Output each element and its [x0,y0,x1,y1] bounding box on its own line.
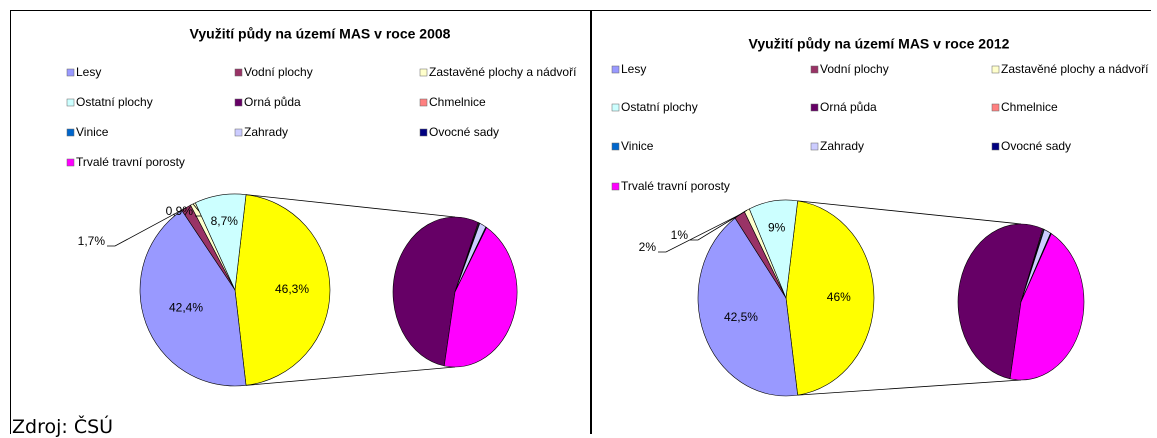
legend-swatch [991,103,1000,112]
legend-label: Lesy [621,62,646,76]
secondary-pie-slice [392,216,479,367]
legend-swatch [611,103,620,112]
secondary-pie-slice [957,223,1044,380]
pie-slice [697,217,798,397]
chart-title: Využití půdy na území MAS v roce 2012 [749,36,1010,52]
legend-label: Ostatní plochy [76,95,153,109]
leader-line [107,207,187,247]
leader-line [690,209,748,241]
legend-swatch [810,65,819,74]
legend-swatch [611,182,620,191]
legend-swatch [611,142,620,151]
legend-label: Chmelnice [429,95,486,109]
legend-label: Zastavěné plochy a nádvoří [429,65,577,79]
legend-label: Zastavěné plochy a nádvoří [1001,62,1149,76]
legend-swatch [234,68,243,77]
legend-swatch [611,65,620,74]
panel-border [10,10,591,434]
legend-label: Vodní plochy [820,62,889,76]
data-label: 0,9% [166,204,194,218]
leader-line [658,214,740,253]
legend-label: Zahrady [820,139,864,153]
legend-swatch [991,142,1000,151]
secondary-pie-slice [1009,233,1085,381]
data-label: 9% [768,220,786,234]
data-label: 46,3% [275,282,309,296]
legend-label: Vodní plochy [244,65,313,79]
data-label: 42,4% [169,301,203,315]
source-note: Zdroj: ČSÚ [12,416,114,438]
legend-label: Chmelnice [1001,100,1058,114]
legend-swatch [810,142,819,151]
data-label: 2% [639,240,657,254]
legend-swatch [810,103,819,112]
connector-line [797,200,1022,225]
legend-swatch [66,158,75,167]
pie-slice-other [234,194,331,386]
legend-swatch [991,65,1000,74]
legend-label: Ovocné sady [429,125,499,139]
legend-swatch [419,98,428,107]
pie-slice [139,210,247,387]
legend-label: Orná půda [244,95,301,109]
legend-swatch [66,128,75,137]
data-label: 8,7% [211,214,239,228]
chart-title: Využití půdy na území MAS v roce 2008 [190,26,451,42]
legend-label: Zahrady [244,125,288,139]
data-label: 42,5% [724,310,758,324]
connector-line [797,379,1022,396]
legend-label: Ovocné sady [1001,139,1071,153]
data-label: 1% [671,228,689,242]
pie-slice [748,199,798,300]
pie-slice [194,193,247,292]
data-label: 1,7% [78,234,106,248]
legend-label: Vinice [621,139,654,153]
legend-label: Ostatní plochy [621,100,698,114]
legend-label: Trvalé travní porosty [76,155,185,169]
legend-label: Orná půda [820,100,877,114]
connector-line [245,194,456,218]
chart-panel: Využití půdy na území MAS v roce 2008 Les… [10,10,591,434]
legend-label: Trvalé travní porosty [621,179,730,193]
legend-swatch [234,98,243,107]
chart-panel: Využití půdy na území MAS v roce 2012 Les… [591,10,1151,434]
panel-border [591,10,1151,434]
legend-swatch [66,68,75,77]
connector-line [245,366,456,386]
pie-slice-other [785,200,875,396]
legend-swatch [419,68,428,77]
legend-swatch [66,98,75,107]
legend-label: Lesy [76,65,101,79]
secondary-pie-slice [443,226,518,368]
legend-label: Vinice [76,125,109,139]
legend-swatch [234,128,243,137]
data-label: 46% [827,290,851,304]
legend-swatch [419,128,428,137]
